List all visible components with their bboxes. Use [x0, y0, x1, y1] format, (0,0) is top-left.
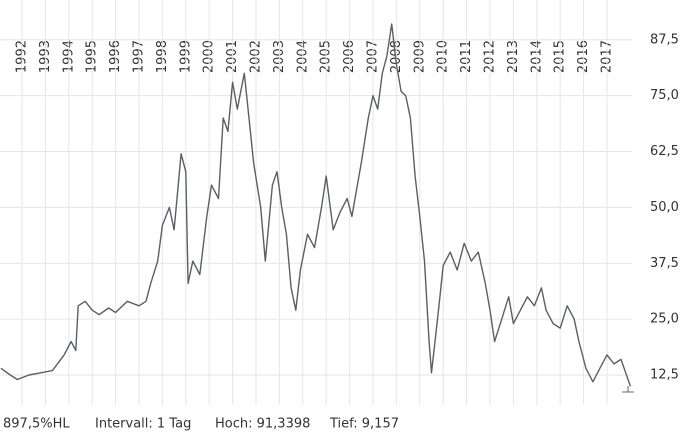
y-tick-label: 75,0 [650, 88, 679, 103]
y-tick-label: 87,5 [650, 32, 679, 47]
price-line [0, 23, 632, 387]
y-tick-label: 25,0 [650, 312, 679, 327]
footer-text: 897,5%HL [3, 417, 70, 432]
footer-text: Tief: 9,157 [329, 417, 399, 432]
y-tick-label: 62,5 [650, 144, 679, 159]
footer-text: Intervall: 1 Tag [95, 417, 191, 432]
footer-text: Hoch: 91,3398 [215, 417, 310, 432]
y-tick-label: 12,5 [650, 368, 679, 383]
y-tick-label: 50,0 [650, 200, 679, 215]
y-tick-label: 37,5 [650, 256, 679, 271]
